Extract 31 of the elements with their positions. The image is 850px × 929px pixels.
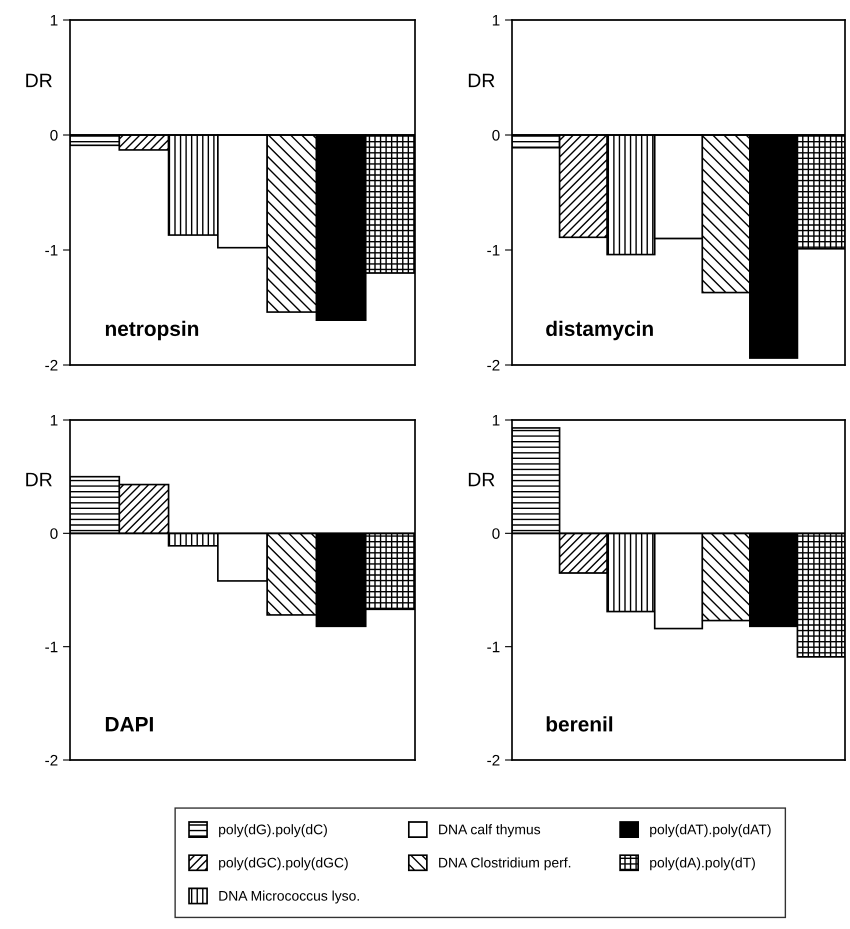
y-tick-label: 0 bbox=[492, 130, 500, 141]
y-tick-label: -2 bbox=[45, 754, 58, 766]
text: distamycin bbox=[546, 320, 653, 340]
y-tick-label: -1 bbox=[45, 245, 58, 256]
legend-label: DNA Micrococcus lyso. bbox=[219, 890, 359, 904]
legend-label: poly(dGC).poly(dGC) bbox=[219, 857, 348, 870]
y-tick-label: 1 bbox=[50, 15, 58, 26]
legend-label: poly(dG).poly(dC) bbox=[219, 824, 327, 838]
y-tick-label: 1 bbox=[492, 15, 500, 26]
legend-label: poly(dAT).poly(dAT) bbox=[650, 824, 771, 838]
y-axis-title: DR bbox=[468, 472, 494, 486]
y-tick-label: 1 bbox=[492, 415, 500, 426]
legend-label: DNA Clostridium perf. bbox=[439, 857, 570, 870]
y-tick-label: -2 bbox=[487, 754, 500, 766]
y-tick-label: 0 bbox=[50, 528, 58, 540]
y-tick-label: -1 bbox=[487, 642, 500, 652]
y-axis-title: DR bbox=[468, 74, 494, 88]
legend-label: DNA calf thymus bbox=[439, 824, 540, 838]
y-tick-label: 0 bbox=[50, 130, 58, 141]
y-axis-title: DR bbox=[26, 74, 52, 88]
y-tick-label: -2 bbox=[487, 360, 500, 371]
y-tick-label: -1 bbox=[45, 642, 58, 652]
y-tick-label: 1 bbox=[50, 415, 58, 426]
text: netropsin bbox=[106, 320, 198, 340]
y-tick-label: -1 bbox=[487, 245, 500, 256]
y-tick-label: -2 bbox=[45, 360, 58, 371]
legend-label: poly(dA).poly(dT) bbox=[650, 857, 755, 870]
y-tick-label: 0 bbox=[492, 528, 500, 540]
text: berenil bbox=[546, 716, 612, 732]
y-axis-title: DR bbox=[26, 472, 52, 486]
text: DAPI bbox=[106, 717, 153, 732]
